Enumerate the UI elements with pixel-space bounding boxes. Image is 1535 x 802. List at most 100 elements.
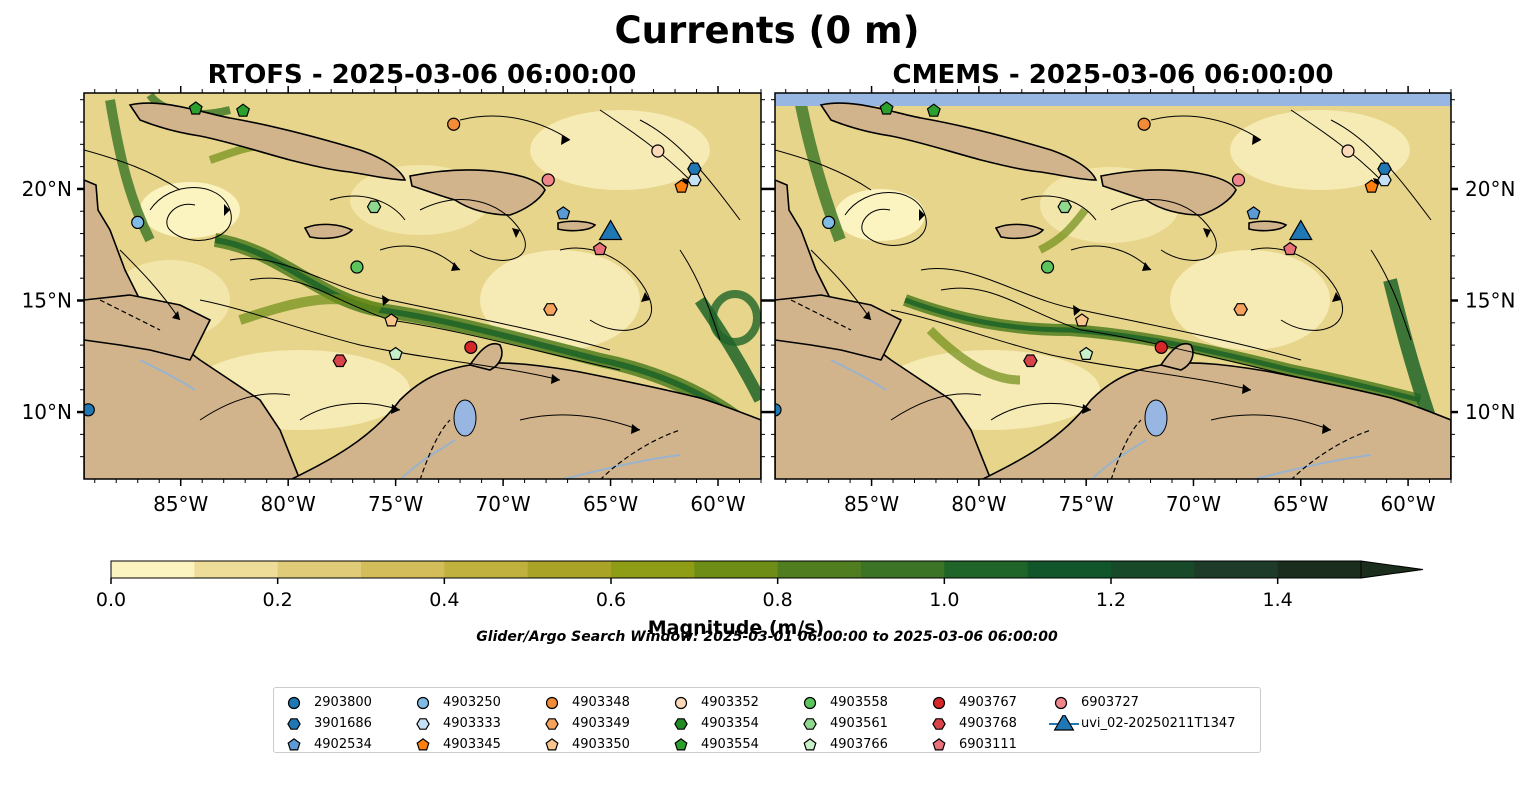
lon-tick-label: 75°W xyxy=(368,492,423,516)
panel-title-rtofs: RTOFS - 2025-03-06 06:00:00 xyxy=(208,60,637,90)
legend-label: uvi_02-20250211T1347 xyxy=(1081,716,1236,731)
legend: 2903800 3901686 4902534 4903250 4903333 49033… xyxy=(273,687,1261,753)
lat-tick-label: 20°N xyxy=(22,177,72,201)
nodata-band-cmems xyxy=(775,93,1451,106)
colorbar-segment xyxy=(694,561,779,578)
borders-cmems xyxy=(790,299,1372,479)
float-marker-4903349 xyxy=(543,303,558,316)
lat-tick-label: 15°N xyxy=(22,289,72,313)
triangle-marker-icon xyxy=(1049,715,1079,731)
colorbar-tick-label: 0.4 xyxy=(429,589,459,611)
hexagon-marker-icon xyxy=(287,718,301,730)
land-rtofs xyxy=(84,102,761,479)
float-marker-3901686 xyxy=(687,162,702,176)
pentagon-marker-icon xyxy=(674,738,688,751)
circle-marker-icon xyxy=(416,696,430,710)
colorbar-tick-label: 0.8 xyxy=(763,589,793,611)
colorbar-tick-label: 0.2 xyxy=(263,589,293,611)
circle-marker-icon xyxy=(932,696,946,710)
legend-label: 4903354 xyxy=(701,716,759,731)
colorbar-tick-label: 0.0 xyxy=(96,589,126,611)
pentagon-marker-icon xyxy=(674,738,688,751)
float-marker-4903767 xyxy=(464,340,478,354)
hexagon-marker-icon xyxy=(803,718,817,730)
legend-label: 4903561 xyxy=(830,716,888,731)
colorbar-label: Magnitude (m/s) xyxy=(648,617,825,639)
pentagon-marker-icon xyxy=(287,738,301,751)
float-marker-4903352 xyxy=(651,144,665,158)
hexagon-marker-icon xyxy=(416,718,430,730)
circle-marker-icon xyxy=(287,696,301,710)
pentagon-marker-icon xyxy=(545,738,559,751)
streamlines-cmems xyxy=(775,109,1432,431)
float-marker-uvi_02-20250211T1347 xyxy=(598,219,623,241)
float-marker-3901686 xyxy=(1377,162,1392,176)
float-marker-4903345 xyxy=(674,179,689,193)
colorbar-segment xyxy=(1277,561,1362,578)
lon-tick-label: 70°W xyxy=(475,492,530,516)
colorbar-tick-label: 1.4 xyxy=(1263,589,1293,611)
float-marker-4903345 xyxy=(1364,179,1379,193)
hexagon-marker-icon xyxy=(545,718,559,730)
float-marker-2903800 xyxy=(84,403,95,417)
float-marker-4903768 xyxy=(1023,354,1038,368)
pentagon-marker-icon xyxy=(803,738,817,751)
colorbar-extend-arrow xyxy=(1360,560,1424,579)
legend-label: 4903349 xyxy=(572,716,630,731)
float-marker-4903333 xyxy=(687,173,702,187)
lon-tick-label: 75°W xyxy=(1059,492,1114,516)
float-marker-4903554 xyxy=(926,103,941,117)
circle-marker-icon xyxy=(1054,696,1068,710)
float-marker-4903348 xyxy=(1137,117,1151,131)
colorbar-segment xyxy=(194,561,279,578)
map-panel-rtofs xyxy=(84,93,761,479)
lon-tick-label: 80°W xyxy=(261,492,316,516)
pentagon-marker-icon xyxy=(416,738,430,751)
float-marker-4902534 xyxy=(556,206,571,220)
pentagon-marker-icon xyxy=(545,738,559,751)
map-frame-cmems xyxy=(774,92,1452,480)
colorbar-segment xyxy=(1027,561,1112,578)
circle-marker-icon xyxy=(416,696,430,710)
float-marker-4903558 xyxy=(350,260,364,274)
float-marker-4903768 xyxy=(332,354,348,368)
lake-maracaibo-cmems xyxy=(1144,399,1168,437)
pentagon-marker-icon xyxy=(803,738,817,751)
float-marker-4903561 xyxy=(366,200,382,214)
circle-marker-icon xyxy=(287,696,301,710)
colorbar-segment xyxy=(1194,561,1279,578)
float-marker-4903350 xyxy=(384,313,399,327)
hexagon-marker-icon xyxy=(674,718,688,730)
legend-label: 4903768 xyxy=(959,716,1017,731)
pentagon-marker-icon xyxy=(932,738,946,751)
lon-tick-label: 60°W xyxy=(690,492,745,516)
float-marker-6903727 xyxy=(1231,173,1246,187)
float-marker-uvi_02-20250211T1347 xyxy=(1288,219,1313,241)
float-marker-4903349 xyxy=(1233,303,1248,316)
colorbar-segment xyxy=(861,561,945,578)
lat-tick-label: 10°N xyxy=(1465,400,1515,424)
float-marker-4903348 xyxy=(447,117,461,131)
hexagon-marker-icon xyxy=(932,718,946,730)
lat-tick-label: 20°N xyxy=(1465,177,1515,201)
float-marker-2903800 xyxy=(775,403,782,417)
search-window-note: Glider/Argo Search Window: 2025-03-01 06… xyxy=(476,629,1058,645)
borders-rtofs xyxy=(99,299,681,479)
figure-title: Currents (0 m) xyxy=(614,9,919,52)
triangle-marker-icon xyxy=(1053,715,1075,731)
legend-label: 3901686 xyxy=(314,716,372,731)
pentagon-marker-icon xyxy=(416,738,430,751)
legend-label: 4903348 xyxy=(572,695,630,710)
circle-marker-icon xyxy=(674,696,688,710)
float-marker-4902534 xyxy=(1246,206,1261,220)
map-panel-cmems xyxy=(775,93,1451,479)
float-marker-4903250 xyxy=(131,215,145,230)
circle-marker-icon xyxy=(803,696,817,710)
float-marker-4903561 xyxy=(1057,200,1072,214)
map-frame-rtofs xyxy=(83,92,762,480)
colorbar: 0.0 0.2 0.4 0.6 0.8 1.0 1.2 1.4 xyxy=(96,560,1424,611)
float-marker-4903250 xyxy=(822,215,836,230)
float-marker-6903111 xyxy=(592,241,607,256)
float-marker-4903352 xyxy=(1341,144,1355,158)
